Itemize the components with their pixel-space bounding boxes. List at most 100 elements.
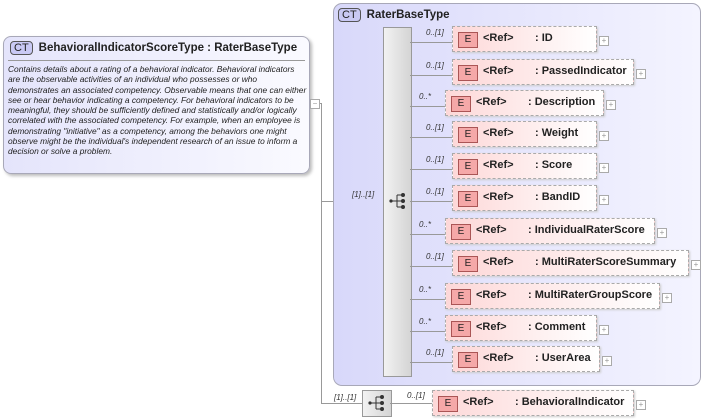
base-type-title: RaterBaseType — [366, 9, 450, 21]
connector — [321, 403, 362, 404]
element-box[interactable]: E <Ref> : PassedIndicator — [452, 59, 634, 85]
element-box[interactable]: E <Ref> : BandID — [452, 185, 597, 211]
type-documentation: Contains details about a rating of a beh… — [8, 64, 307, 157]
element-name: : BandID — [535, 191, 581, 203]
element-box[interactable]: E <Ref> : MultiRaterScoreSummary — [452, 250, 689, 276]
element-cardinality: 0..[1] — [426, 252, 444, 261]
element-box[interactable]: E <Ref> : UserArea — [452, 346, 600, 372]
element-ref: <Ref> — [483, 65, 514, 77]
element-cardinality: 0..[1] — [426, 348, 444, 357]
element-cardinality: 0..[1] — [426, 28, 444, 37]
expand-toggle[interactable]: + — [691, 260, 701, 270]
element-name: : Comment — [528, 321, 586, 333]
expand-toggle[interactable]: + — [599, 195, 609, 205]
element-cardinality: 0..* — [419, 220, 432, 229]
expand-toggle[interactable]: + — [602, 356, 612, 366]
base-type-header: CT RaterBaseType — [338, 8, 450, 22]
sequence-icon — [389, 193, 405, 209]
element-ref: <Ref> — [476, 321, 507, 333]
element-name: : MultiRaterGroupScore — [528, 289, 653, 301]
connector — [410, 75, 452, 76]
element-name: : Description — [528, 96, 596, 108]
element-name: : PassedIndicator — [535, 65, 627, 77]
element-ref: <Ref> — [476, 289, 507, 301]
element-name: : UserArea — [535, 352, 591, 364]
element-box[interactable]: E <Ref> : IndividualRaterScore — [445, 218, 655, 244]
element-ref: <Ref> — [463, 396, 494, 408]
expand-toggle[interactable]: + — [599, 36, 609, 46]
element-ref: <Ref> — [483, 127, 514, 139]
element-badge: E — [438, 396, 458, 412]
connector — [410, 266, 452, 267]
element-badge: E — [458, 159, 478, 175]
sequence-compositor[interactable] — [383, 27, 412, 377]
complex-type-badge: CT — [338, 8, 361, 22]
element-box[interactable]: E <Ref> : Comment — [445, 315, 597, 341]
element-name: : ID — [535, 32, 553, 44]
element-box[interactable]: E <Ref> : Weight — [452, 121, 597, 147]
expand-toggle[interactable]: + — [599, 325, 609, 335]
element-ref: <Ref> — [483, 159, 514, 171]
element-ref: <Ref> — [483, 352, 514, 364]
connector — [410, 234, 445, 235]
connector — [410, 299, 445, 300]
element-badge: E — [458, 32, 478, 48]
element-ref: <Ref> — [483, 191, 514, 203]
element-name: : Weight — [535, 127, 579, 139]
element-badge: E — [458, 191, 478, 207]
element-cardinality: 0..* — [419, 317, 432, 326]
element-box[interactable]: E <Ref> : Score — [452, 153, 597, 179]
expand-toggle[interactable]: + — [636, 400, 646, 410]
element-cardinality: 0..[1] — [426, 187, 444, 196]
element-badge: E — [451, 224, 471, 240]
connector — [321, 103, 322, 403]
element-box[interactable]: E <Ref> : MultiRaterGroupScore — [445, 283, 660, 309]
expand-toggle[interactable]: + — [657, 228, 667, 238]
element-box[interactable]: E <Ref> : Description — [445, 90, 604, 116]
collapse-toggle[interactable]: − — [310, 99, 320, 109]
connector — [390, 403, 432, 404]
element-behavioral-indicator[interactable]: E <Ref> : BehavioralIndicator — [432, 390, 634, 416]
connector — [410, 331, 445, 332]
element-ref: <Ref> — [476, 224, 507, 236]
expand-toggle[interactable]: + — [662, 293, 672, 303]
element-badge: E — [451, 96, 471, 112]
divider — [8, 60, 305, 61]
sequence-cardinality: [1]..[1] — [334, 393, 357, 402]
element-cardinality: 0..* — [419, 92, 432, 101]
connector — [410, 169, 452, 170]
expand-toggle[interactable]: + — [599, 131, 609, 141]
element-badge: E — [458, 65, 478, 81]
element-cardinality: 0..[1] — [426, 123, 444, 132]
complex-type-badge: CT — [10, 41, 33, 55]
element-box[interactable]: E <Ref> : ID — [452, 26, 597, 52]
expand-toggle[interactable]: + — [636, 69, 646, 79]
element-name: : MultiRaterScoreSummary — [535, 256, 677, 268]
element-name: : IndividualRaterScore — [528, 224, 645, 236]
connector — [410, 362, 452, 363]
type-title: BehavioralIndicatorScoreType : RaterBase… — [38, 42, 298, 54]
sequence-icon — [368, 395, 384, 411]
type-box[interactable]: CT BehavioralIndicatorScoreType : RaterBa… — [3, 36, 310, 174]
expand-toggle[interactable]: + — [606, 100, 616, 110]
element-name: : BehavioralIndicator — [515, 396, 625, 408]
element-badge: E — [451, 321, 471, 337]
sequence-cardinality: [1]..[1] — [352, 190, 375, 199]
element-cardinality: 0..* — [419, 285, 432, 294]
element-name: : Score — [535, 159, 573, 171]
element-cardinality: 0..[1] — [426, 155, 444, 164]
element-ref: <Ref> — [476, 96, 507, 108]
sequence-compositor[interactable] — [362, 390, 392, 417]
element-badge: E — [458, 256, 478, 272]
element-cardinality: 0..[1] — [426, 61, 444, 70]
element-badge: E — [451, 289, 471, 305]
connector — [410, 106, 445, 107]
element-badge: E — [458, 127, 478, 143]
connector — [410, 137, 452, 138]
element-cardinality: 0..[1] — [407, 391, 425, 400]
element-ref: <Ref> — [483, 32, 514, 44]
element-badge: E — [458, 352, 478, 368]
expand-toggle[interactable]: + — [599, 163, 609, 173]
type-header: CT BehavioralIndicatorScoreType : RaterBa… — [10, 41, 297, 55]
connector — [410, 42, 452, 43]
